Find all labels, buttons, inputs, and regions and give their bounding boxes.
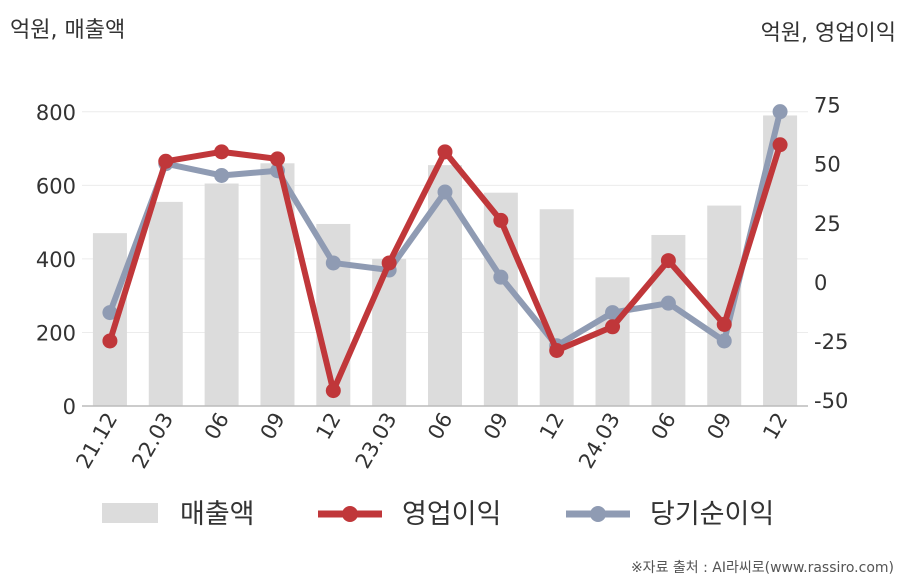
x-tick-label: 12	[311, 409, 345, 444]
x-tick-label: 09	[702, 409, 736, 444]
net-income-point	[605, 305, 621, 321]
x-tick-label: 09	[479, 409, 513, 444]
right-tick-label: 0	[814, 271, 827, 295]
revenue-bar	[595, 277, 630, 406]
x-tick-label: 06	[647, 409, 681, 444]
left-tick-label: 400	[36, 248, 76, 272]
revenue-bar	[204, 183, 239, 406]
line-series	[102, 104, 788, 399]
net-income-point	[493, 269, 509, 285]
right-tick-label: 75	[814, 94, 841, 118]
right-tick-label: 25	[814, 212, 841, 236]
x-tick-label: 22.03	[127, 409, 178, 473]
left-tick-label: 600	[36, 174, 76, 198]
left-axis-ticks: 0 200 400 600 800	[36, 101, 76, 419]
net-income-point	[325, 255, 341, 271]
operating-profit-point	[158, 153, 174, 169]
revenue-bar	[372, 258, 407, 406]
operating-profit-point	[325, 383, 341, 399]
right-axis-unit-label: 억원, 영업이익	[761, 21, 896, 46]
operating-profit-point	[549, 342, 565, 358]
x-tick-label: 09	[256, 409, 290, 444]
legend-label-revenue: 매출액	[180, 499, 255, 530]
left-tick-label: 200	[36, 321, 76, 345]
operating-profit-point	[437, 144, 453, 160]
legend-label-net-income: 당기순이익	[650, 499, 774, 530]
net-income-point	[660, 295, 676, 311]
net-income-point	[214, 167, 230, 183]
operating-profit-point	[772, 137, 788, 153]
operating-profit-point	[493, 212, 509, 228]
x-tick-label: 12	[758, 409, 792, 444]
right-tick-label: -25	[814, 330, 848, 354]
x-tick-label: 06	[200, 409, 234, 444]
net-income-point	[437, 184, 453, 200]
operating-profit-point	[102, 333, 118, 349]
operating-profit-point	[381, 255, 397, 271]
legend-label-operating-profit: 영업이익	[402, 499, 501, 530]
operating-profit-point	[660, 253, 676, 269]
x-tick-label: 24.03	[574, 409, 625, 473]
x-axis-ticks: 21.12 22.03 06 09 12 23.03 06 09 12 24.03 06 09 12	[71, 409, 792, 473]
operating-profit-point	[605, 319, 621, 335]
x-tick-label: 06	[423, 409, 457, 444]
left-axis-unit-label: 억원, 매출액	[10, 18, 125, 43]
revenue-bar	[483, 192, 518, 406]
operating-profit-point	[716, 316, 732, 332]
left-tick-label: 0	[63, 395, 76, 419]
net-income-point	[102, 305, 118, 321]
right-tick-label: 50	[814, 153, 841, 177]
net-income-point	[716, 333, 732, 349]
legend: 매출액 영업이익 당기순이익	[102, 499, 774, 530]
operating-profit-point	[269, 151, 285, 167]
legend-marker-operating-profit	[342, 506, 358, 522]
right-tick-label: -50	[814, 389, 848, 413]
bar-series	[92, 115, 798, 406]
right-axis-ticks: -50 -25 0 25 50 75	[814, 94, 848, 414]
net-income-point	[772, 104, 788, 120]
revenue-bar	[148, 201, 183, 406]
x-tick-label: 12	[535, 409, 569, 444]
source-text: ※자료 출처 : AI라씨로(www.rassiro.com)	[631, 560, 894, 576]
x-tick-label: 21.12	[71, 409, 122, 473]
operating-profit-point	[214, 144, 230, 160]
x-tick-label: 23.03	[351, 409, 402, 473]
legend-marker-net-income	[590, 506, 606, 522]
legend-swatch-revenue	[102, 503, 158, 523]
revenue-bar	[539, 209, 574, 406]
revenue-bar	[316, 223, 351, 406]
revenue-bar	[707, 205, 742, 406]
left-tick-label: 800	[36, 101, 76, 125]
revenue-bar	[428, 165, 462, 406]
